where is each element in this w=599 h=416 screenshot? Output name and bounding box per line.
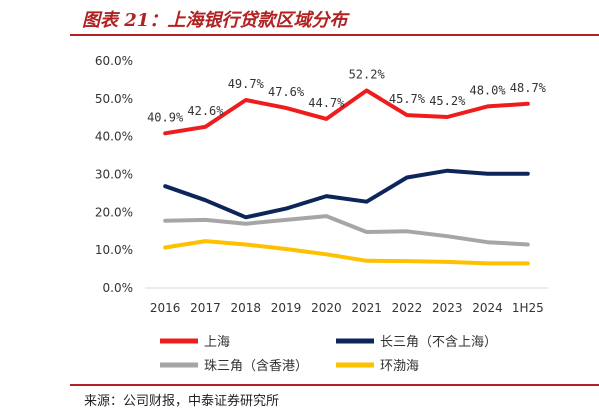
y-tick-label: 30.0% bbox=[95, 168, 133, 182]
legend-label: 珠三角（含香港） bbox=[204, 358, 308, 374]
line-chart: 0.0%10.0%20.0%30.0%40.0%50.0%60.0% 2016 2… bbox=[95, 54, 548, 374]
x-tick-label: 2019 bbox=[271, 301, 302, 315]
data-label: 44.7% bbox=[308, 96, 345, 110]
source-note: 来源：公司财报，中泰证券研究所 bbox=[84, 394, 280, 409]
legend-label: 长三角（不含上海） bbox=[380, 334, 497, 350]
data-label: 45.7% bbox=[389, 92, 426, 106]
x-tick-label: 2020 bbox=[311, 301, 342, 315]
title-underline bbox=[70, 0, 599, 36]
x-tick-label: 2023 bbox=[432, 301, 463, 315]
x-tick-label: 2022 bbox=[392, 301, 423, 315]
x-tick-label: 2018 bbox=[230, 301, 261, 315]
data-label: 45.2% bbox=[429, 94, 466, 108]
y-tick-label: 50.0% bbox=[95, 92, 133, 106]
figure-title: 图表 21：上海银行贷款区域分布 bbox=[82, 10, 348, 31]
series-line bbox=[163, 214, 530, 247]
x-tick-label: 2024 bbox=[472, 301, 503, 315]
data-labels: 40.9% 42.6% 49.7%47.6%44.7% 52.2%45.7% 45.2%… bbox=[147, 68, 547, 125]
x-axis-ticks: 2016 2017 2018 2019 2020 2021 2022 2023 2024 1H25 bbox=[150, 301, 544, 315]
legend: 上海 长三角（不含上海） 珠三角（含香港） 环渤海 bbox=[160, 334, 497, 374]
y-tick-label: 60.0% bbox=[95, 54, 133, 68]
source-divider bbox=[70, 384, 599, 386]
x-tick-label: 2017 bbox=[190, 301, 221, 315]
x-tick-label: 1H25 bbox=[512, 301, 544, 315]
x-tick-label: 2016 bbox=[150, 301, 181, 315]
y-tick-label: 10.0% bbox=[95, 243, 133, 257]
series-line bbox=[163, 88, 530, 136]
data-label: 48.7% bbox=[510, 81, 547, 95]
y-tick-label: 0.0% bbox=[103, 281, 134, 295]
data-label: 42.6% bbox=[187, 104, 224, 118]
series-line bbox=[163, 168, 530, 220]
data-label: 40.9% bbox=[147, 110, 184, 124]
series-line bbox=[163, 239, 530, 266]
data-label: 48.0% bbox=[469, 83, 506, 97]
y-tick-label: 20.0% bbox=[95, 205, 133, 219]
x-tick-label: 2021 bbox=[351, 301, 382, 315]
data-label: 49.7% bbox=[228, 77, 265, 91]
legend-label: 上海 bbox=[204, 335, 230, 350]
y-axis-ticks: 0.0% 10.0% 20.0% 30.0% 40.0% 50.0% 60.0% bbox=[95, 54, 133, 295]
data-label: 47.6% bbox=[268, 85, 305, 99]
y-tick-label: 40.0% bbox=[95, 130, 133, 144]
legend-label: 环渤海 bbox=[380, 358, 419, 374]
series-lines bbox=[163, 88, 530, 266]
data-label: 52.2% bbox=[349, 68, 386, 82]
